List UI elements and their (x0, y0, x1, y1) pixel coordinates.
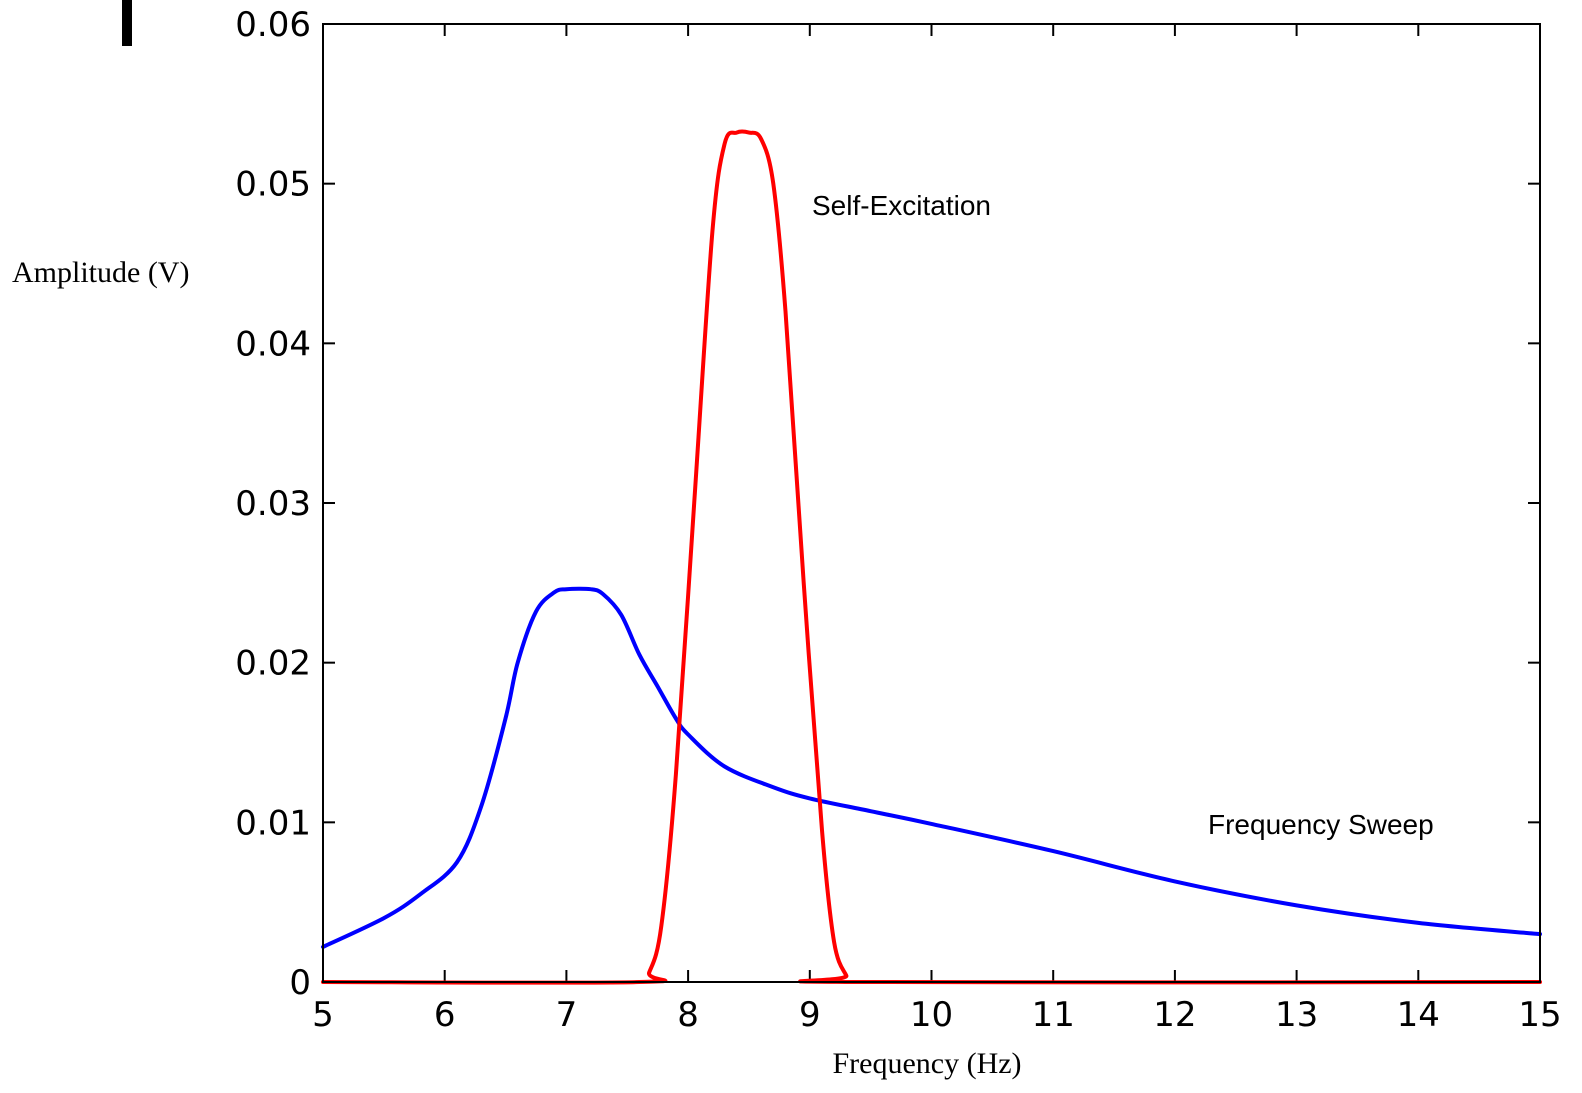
annotation-self-excitation: Self-Excitation (812, 190, 991, 221)
x-tick-label: 15 (1518, 995, 1561, 1035)
y-tick-label: 0.06 (235, 5, 311, 45)
x-tick-label: 8 (677, 995, 699, 1035)
x-tick-label: 6 (434, 995, 456, 1035)
x-tick-labels: 5 6 7 8 9 10 11 12 13 14 15 (312, 995, 1561, 1035)
x-tick-label: 9 (799, 995, 821, 1035)
y-tick-label: 0.05 (235, 165, 311, 205)
self-excitation-line (321, 129, 1542, 985)
plot-lines (321, 129, 1542, 985)
annotation-frequency-sweep: Frequency Sweep (1208, 809, 1434, 840)
plot-frame (322, 23, 1541, 983)
x-axis-label: Frequency (Hz) (832, 1047, 1021, 1080)
x-tick-label: 13 (1275, 995, 1318, 1035)
cropped-mark (122, 0, 132, 46)
y-axis-label: Amplitude (V) (12, 256, 189, 289)
y-tick-label: 0.03 (235, 484, 311, 524)
x-tick-label: 10 (910, 995, 953, 1035)
y-tick-label: 0.02 (235, 644, 311, 684)
y-tick-labels: 0 0.01 0.02 0.03 0.04 0.05 0.06 (235, 5, 311, 1003)
x-tick-label: 7 (556, 995, 578, 1035)
y-tick-label: 0.01 (235, 803, 311, 843)
frequency-sweep-line (321, 586, 1542, 949)
x-tick-label: 12 (1153, 995, 1196, 1035)
x-tick-label: 14 (1397, 995, 1440, 1035)
x-tick-label: 11 (1032, 995, 1075, 1035)
y-tick-label: 0 (289, 963, 311, 1003)
x-tick-label: 5 (312, 995, 334, 1035)
y-tick-label: 0.04 (235, 324, 311, 364)
